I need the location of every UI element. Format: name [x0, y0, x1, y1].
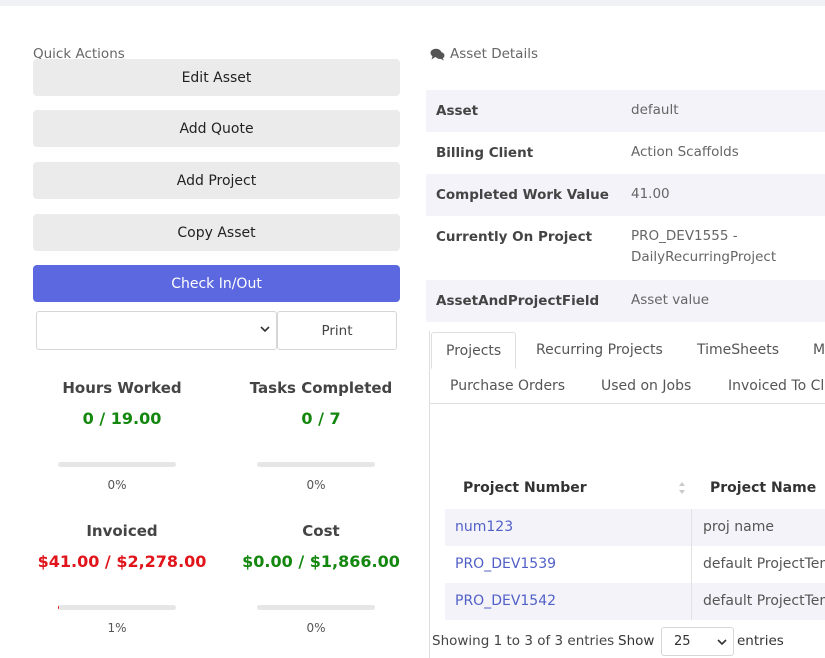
add-project-button[interactable]: Add Project: [33, 162, 400, 199]
entries-label: entries: [737, 633, 784, 649]
cell-divider: [691, 546, 692, 583]
page-size-select[interactable]: 25: [661, 627, 734, 656]
hours-worked-label: Hours Worked: [62, 379, 182, 397]
column-header-label: Project Number: [463, 480, 587, 496]
project-name-cell: proj name: [703, 519, 774, 535]
invoiced-value: $41.00 / $2,278.00: [37, 552, 207, 571]
cost-value: $0.00 / $1,866.00: [242, 552, 400, 571]
detail-key: Completed Work Value: [436, 187, 609, 203]
tab-timesheets[interactable]: TimeSheets: [697, 342, 780, 358]
project-number-link[interactable]: PRO_DEV1542: [455, 593, 557, 609]
detail-value: Asset value: [631, 292, 710, 308]
table-row: num123 proj name: [445, 509, 825, 546]
invoiced-progress: [58, 605, 176, 610]
detail-key: Currently On Project: [436, 229, 593, 245]
project-name-cell: default ProjectTem: [703, 556, 825, 572]
detail-value: Action Scaffolds: [631, 144, 739, 160]
detail-key: AssetAndProjectField: [436, 293, 600, 309]
cell-divider: [691, 583, 692, 620]
table-row: PRO_DEV1542 default ProjectTem: [445, 583, 825, 620]
tasks-completed-stat: Tasks Completed 0 / 7: [236, 379, 406, 428]
tab-purchase-orders[interactable]: Purchase Orders: [450, 378, 566, 394]
detail-row-asset: Asset default: [426, 90, 825, 132]
sort-icon[interactable]: [678, 481, 686, 495]
hours-worked-percent: 0%: [107, 478, 127, 492]
table-info: Showing 1 to 3 of 3 entries: [432, 633, 615, 649]
tabs-divider: [430, 403, 825, 404]
chevron-down-icon: [260, 326, 270, 333]
detail-key: Billing Client: [436, 145, 534, 161]
asset-panel: Quick Actions Edit Asset Add Quote Add P…: [0, 6, 825, 658]
detail-value: default: [631, 102, 679, 118]
tab-projects[interactable]: Projects: [431, 332, 517, 369]
action-select[interactable]: [36, 311, 277, 350]
detail-value: PRO_DEV1555 -: [631, 228, 738, 244]
detail-row-billing-client: Billing Client Action Scaffolds: [426, 132, 825, 174]
tasks-completed-progress: [257, 462, 375, 467]
invoiced-percent: 1%: [107, 621, 127, 635]
hours-worked-progress: [58, 462, 176, 467]
cost-stat: Cost $0.00 / $1,866.00: [236, 522, 406, 571]
column-header-label: Project Name: [710, 480, 817, 496]
invoiced-progress-fill: [58, 605, 60, 610]
related-tabs-panel: Projects Recurring Projects TimeSheets M…: [429, 331, 825, 658]
tasks-completed-value: 0 / 7: [301, 409, 341, 428]
project-number-link[interactable]: num123: [455, 519, 514, 535]
detail-value-line2: DailyRecurringProject: [631, 249, 777, 265]
cell-divider: [691, 509, 692, 546]
print-button[interactable]: Print: [277, 311, 397, 350]
project-number-link[interactable]: PRO_DEV1539: [455, 556, 557, 572]
chevron-down-icon: [717, 639, 727, 646]
detail-key: Asset: [436, 103, 479, 119]
asset-details-title: Asset Details: [450, 46, 538, 62]
detail-value: 41.00: [631, 186, 670, 202]
tab-invoiced-to-client[interactable]: Invoiced To Cl: [728, 378, 825, 394]
page-size-value: 25: [674, 634, 691, 649]
table-row: PRO_DEV1539 default ProjectTem: [445, 546, 825, 583]
comments-icon: [430, 48, 445, 60]
edit-asset-button[interactable]: Edit Asset: [33, 59, 400, 96]
tab-recurring-projects[interactable]: Recurring Projects: [536, 342, 663, 358]
tab-more[interactable]: M: [813, 342, 825, 358]
hours-worked-stat: Hours Worked 0 / 19.00: [37, 379, 207, 428]
detail-row-completed-work-value: Completed Work Value 41.00: [426, 174, 825, 216]
invoiced-stat: Invoiced $41.00 / $2,278.00: [37, 522, 207, 571]
cost-progress: [257, 605, 375, 610]
cost-label: Cost: [302, 522, 340, 540]
hours-worked-value: 0 / 19.00: [82, 409, 162, 428]
copy-asset-button[interactable]: Copy Asset: [33, 214, 400, 251]
project-name-cell: default ProjectTem: [703, 593, 825, 609]
add-quote-button[interactable]: Add Quote: [33, 110, 400, 147]
invoiced-label: Invoiced: [86, 522, 158, 540]
check-in-out-button[interactable]: Check In/Out: [33, 265, 400, 302]
cost-percent: 0%: [306, 621, 326, 635]
quick-actions-title: Quick Actions: [33, 46, 125, 62]
detail-row-currently-on-project: Currently On Project PRO_DEV1555 - Daily…: [426, 216, 825, 280]
tasks-completed-label: Tasks Completed: [249, 379, 393, 397]
show-label: Show: [618, 633, 655, 649]
detail-row-asset-and-project-field: AssetAndProjectField Asset value: [426, 280, 825, 322]
tab-used-on-jobs[interactable]: Used on Jobs: [601, 378, 692, 394]
tasks-completed-percent: 0%: [306, 478, 326, 492]
asset-details-title-wrap: Asset Details: [430, 46, 538, 62]
